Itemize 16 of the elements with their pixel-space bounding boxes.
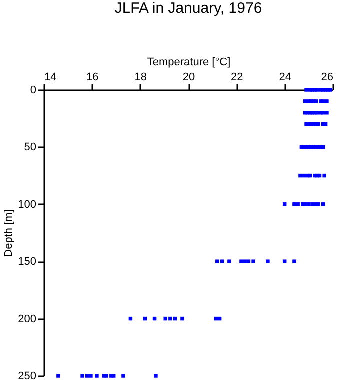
- y-tick-label: 50: [24, 142, 36, 154]
- y-tick-label: 0: [30, 84, 36, 96]
- x-axis-title: Temperature [°C]: [147, 56, 231, 68]
- y-tick-label: 150: [18, 256, 36, 268]
- x-tick-label: 16: [86, 72, 99, 84]
- x-tick-label: 22: [231, 72, 244, 84]
- x-tick-label: 14: [44, 72, 57, 84]
- x-tick-label: 24: [279, 72, 292, 84]
- y-tick-label: 200: [18, 313, 36, 326]
- y-tick-label: 100: [18, 198, 36, 211]
- x-tick-label: 20: [182, 72, 196, 84]
- chart-title: JLFA in January, 1976: [114, 0, 262, 17]
- y-tick-label: 250: [18, 370, 36, 382]
- y-axis-title: Depth [m]: [3, 210, 16, 258]
- x-tick-label: 18: [134, 72, 147, 84]
- x-tick-label: 26: [321, 72, 334, 84]
